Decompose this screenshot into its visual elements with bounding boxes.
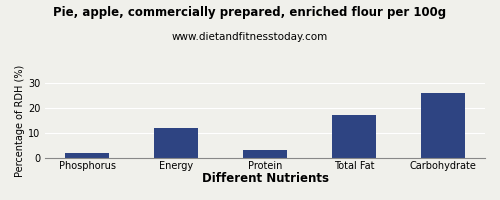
X-axis label: Different Nutrients: Different Nutrients [202, 172, 328, 185]
Bar [420, 93, 465, 158]
Text: Pie, apple, commercially prepared, enriched flour per 100g: Pie, apple, commercially prepared, enric… [54, 6, 446, 19]
Text: www.dietandfitnesstoday.com: www.dietandfitnesstoday.com [172, 32, 328, 42]
Bar [332, 115, 376, 158]
Y-axis label: Percentage of RDH (%): Percentage of RDH (%) [15, 64, 25, 177]
Bar [154, 128, 198, 158]
Bar [243, 150, 287, 158]
Bar [65, 153, 110, 158]
